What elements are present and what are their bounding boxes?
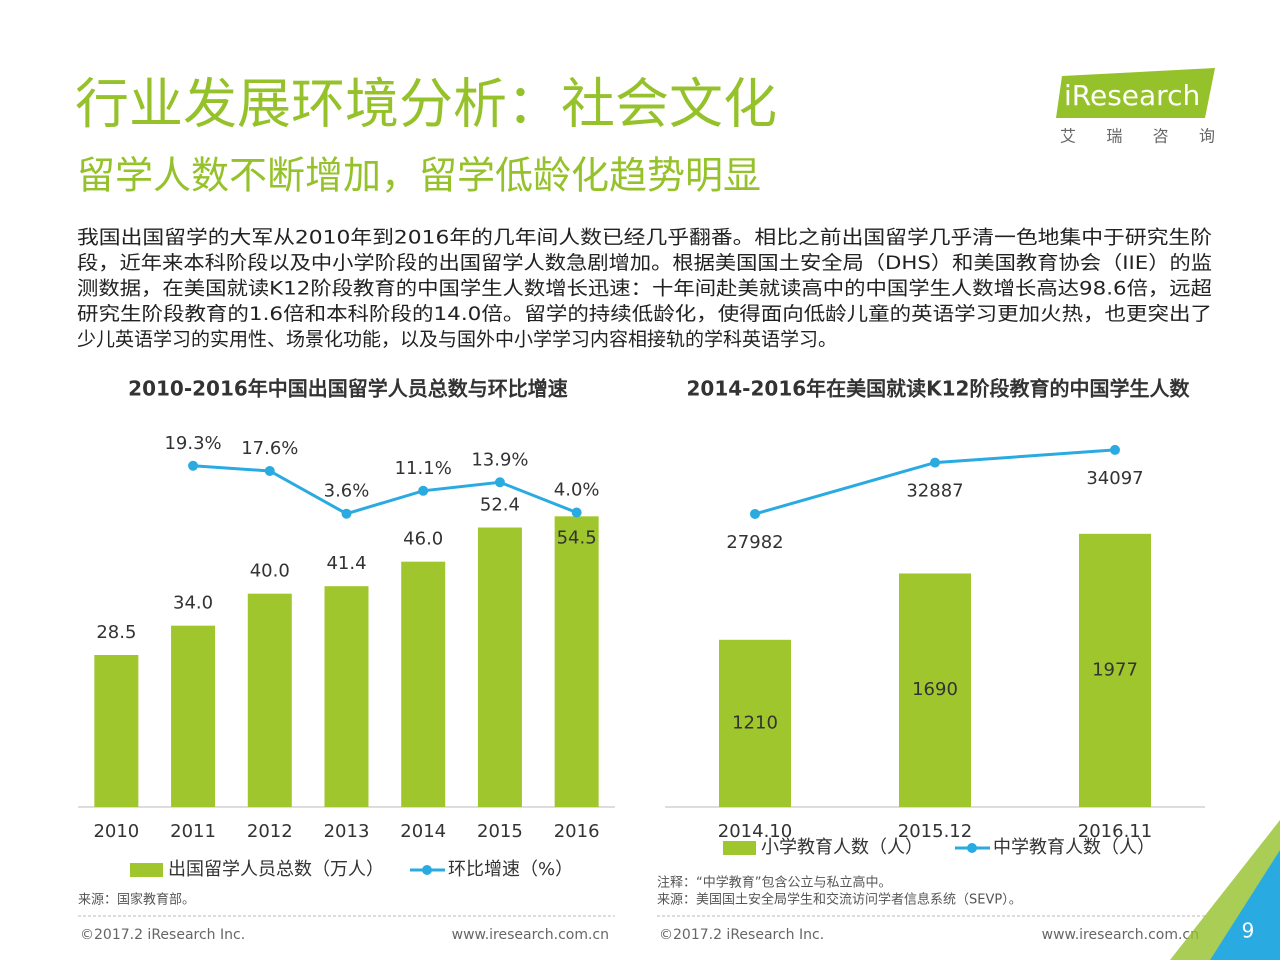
data-label: 1690 <box>912 679 958 700</box>
body-text: 少儿英语学习的实用性、场景化功能，以及与国外中小学学习内容相接轨的学科英语学习。 <box>77 329 837 351</box>
bar <box>554 516 599 807</box>
legend-swatch <box>130 863 163 877</box>
legend-label: 小学教育人数（人） <box>761 837 923 858</box>
x-tick-label: 2016.11 <box>1078 821 1152 842</box>
bar <box>1079 533 1151 807</box>
x-tick-label: 2014.10 <box>718 821 792 842</box>
data-label: 34097 <box>1086 468 1143 489</box>
x-tick-label: 2015 <box>477 821 523 842</box>
source: 来源：美国国土安全局学生和交流访问学者信息系统（SEVP）。 <box>657 892 1022 908</box>
data-label: 1977 <box>1092 659 1138 680</box>
body-text: 我国出国留学的大军从2010年到2016年的几年间人数已经几乎翻番。相比之前出国… <box>77 227 1212 249</box>
point <box>264 465 275 476</box>
data-label: 17.6% <box>241 438 298 459</box>
note: 注释：“中学教育”包含公立与私立高中。 <box>657 875 891 891</box>
bar <box>324 586 369 807</box>
data-label: 46.0 <box>403 529 443 550</box>
legend-label: 中学教育人数（人） <box>993 837 1155 858</box>
body-text: 段，近年来本科阶段以及中小学阶段的出国留学人数急剧增加。根据美国国土安全局（DH… <box>77 252 1212 274</box>
data-label: 34.0 <box>173 593 213 614</box>
data-label: 13.9% <box>471 449 528 470</box>
copyright: ©2017.2 iResearch Inc. <box>80 927 245 943</box>
line <box>192 464 578 516</box>
copyright: ©2017.2 iResearch Inc. <box>659 927 824 943</box>
x-tick-label: 2010 <box>93 821 139 842</box>
legend-marker <box>422 865 432 875</box>
x-tick-label: 2015.12 <box>898 821 972 842</box>
data-label: 1210 <box>732 712 778 733</box>
body-text: 研究生阶段教育的1.6倍和本科阶段的14.0倍。留学的持续低龄化，使得面向低龄儿… <box>77 303 1212 325</box>
page-subtitle: 留学人数不断增加，留学低龄化趋势明显 <box>77 154 761 198</box>
bar <box>171 625 216 807</box>
legend-label: 出国留学人员总数（万人） <box>168 859 384 880</box>
body-text: 测数据，在美国就读K12阶段教育的中国学生人数增长迅速：十年间赴美就读高中的中国… <box>77 278 1212 300</box>
data-label: 52.4 <box>480 495 520 516</box>
legend-label: 环比增速（%） <box>448 859 573 880</box>
data-label: 28.5 <box>96 622 136 643</box>
data-label: 32887 <box>906 481 963 502</box>
point <box>750 508 760 519</box>
point <box>341 508 352 519</box>
corner <box>1210 850 1280 960</box>
legend-swatch <box>723 841 756 855</box>
chart-title: 2014-2016年在美国就读K12阶段教育的中国学生人数 <box>687 377 1191 401</box>
x-tick-label: 2011 <box>170 821 216 842</box>
url: www.iresearch.com.cn <box>1042 927 1199 943</box>
x-tick-label: 2016 <box>554 821 600 842</box>
logo-sub: 艾 瑞 咨 询 <box>1060 127 1215 146</box>
data-label: 11.1% <box>395 458 452 479</box>
chart-title: 2010-2016年中国出国留学人员总数与环比增速 <box>128 377 568 401</box>
data-label: 27982 <box>726 532 783 553</box>
data-label: 3.6% <box>324 481 370 502</box>
data-label: 54.5 <box>557 527 597 548</box>
bar <box>247 593 292 807</box>
data-label: 40.0 <box>250 561 290 582</box>
bar <box>899 573 971 807</box>
bar <box>401 561 446 807</box>
bar <box>94 655 139 807</box>
logo: iResearch <box>1064 79 1200 112</box>
point <box>188 460 199 471</box>
x-tick-label: 2013 <box>324 821 370 842</box>
data-label: 41.4 <box>326 553 366 574</box>
data-label: 19.3% <box>164 433 221 454</box>
source: 来源：国家教育部。 <box>78 892 195 908</box>
data-label: 4.0% <box>554 480 600 501</box>
x-tick-label: 2012 <box>247 821 293 842</box>
point <box>418 485 429 496</box>
logo-shape <box>1056 68 1215 118</box>
x-tick-label: 2014 <box>400 821 446 842</box>
page-title: 行业发展环境分析：社会文化 <box>75 73 777 136</box>
point <box>494 477 505 488</box>
bar <box>477 527 522 807</box>
bar <box>719 639 791 807</box>
page-number: 9 <box>1242 919 1255 943</box>
point <box>1110 444 1120 455</box>
legend-marker <box>967 843 977 853</box>
point <box>930 457 940 468</box>
url: www.iresearch.com.cn <box>452 927 609 943</box>
point <box>571 507 582 518</box>
